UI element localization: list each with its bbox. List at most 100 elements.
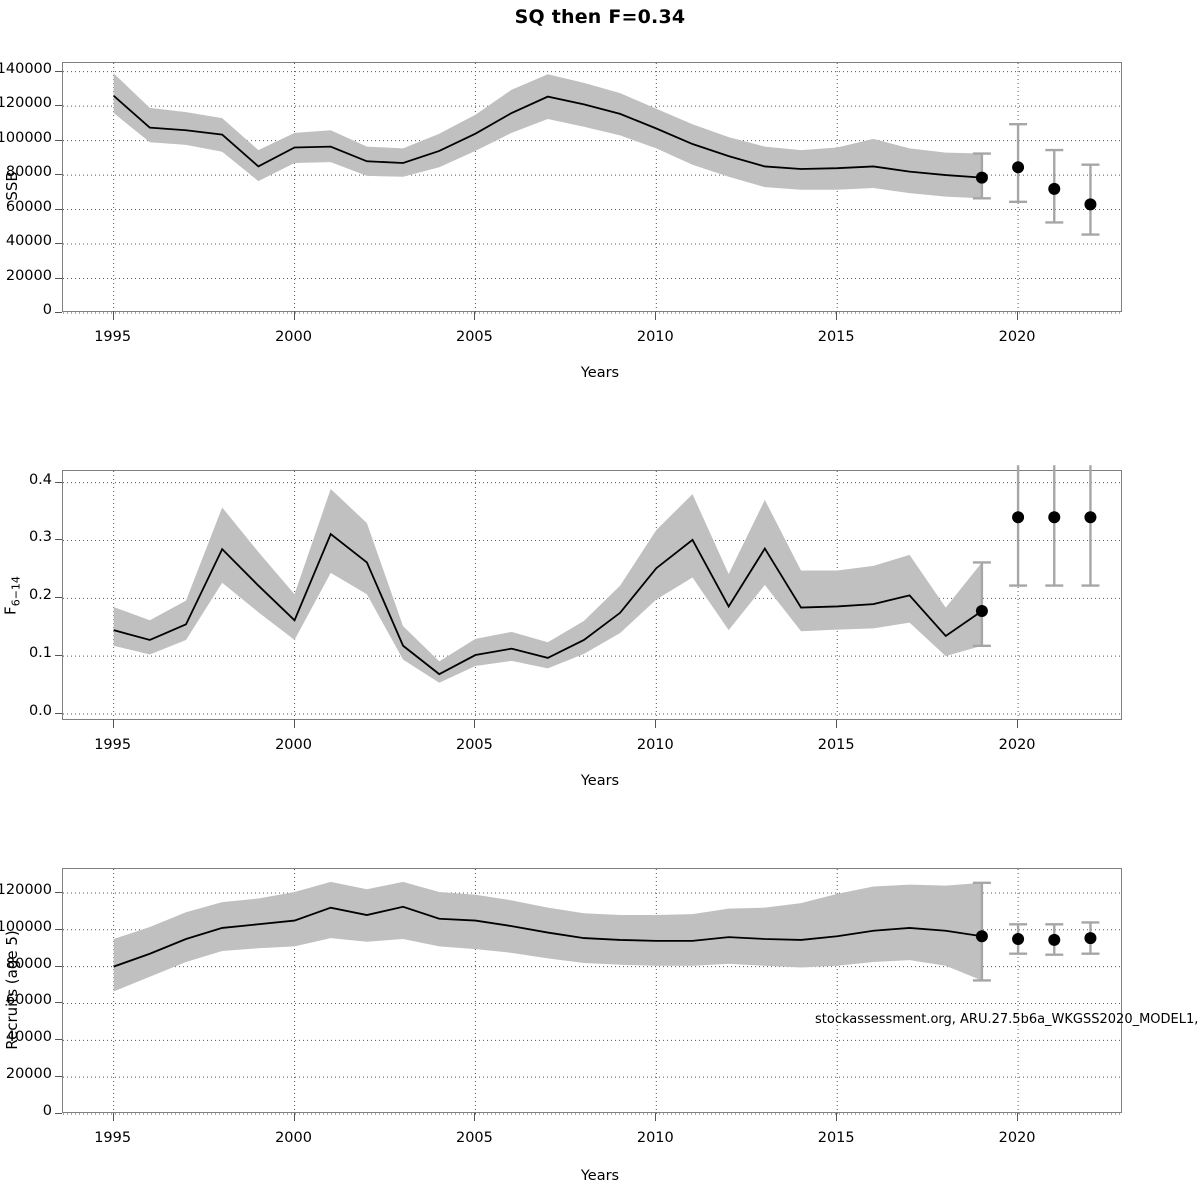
forecast-point	[975, 605, 988, 618]
x-tick-mark	[474, 720, 476, 728]
y-tick-label: 60000	[5, 198, 52, 215]
forecast-point	[1084, 511, 1097, 524]
x-axis-label: Years	[580, 365, 620, 381]
x-axis-label: Years	[580, 1168, 620, 1184]
confidence-band	[113, 73, 982, 199]
x-tick-label: 2005	[455, 329, 493, 345]
x-tick-mark	[836, 720, 838, 728]
y-tick-mark	[55, 1113, 62, 1114]
x-tick-label: 2015	[817, 1130, 855, 1146]
y-tick-label: 100000	[0, 918, 52, 935]
x-tick-mark	[1017, 312, 1019, 320]
y-tick-mark	[55, 208, 62, 210]
x-tick-mark	[293, 720, 295, 728]
x-tick-mark	[293, 312, 295, 320]
y-tick-mark	[55, 481, 62, 483]
y-tick-label: 20000	[5, 1066, 52, 1083]
plot-canvas-2	[63, 869, 1123, 1115]
forecast-point	[1012, 161, 1025, 174]
forecast-point	[1012, 511, 1025, 524]
y-tick-mark	[55, 1039, 62, 1041]
figure-title: SQ then F=0.34	[514, 6, 686, 28]
x-tick-label: 1995	[94, 737, 132, 753]
x-tick-label: 1995	[94, 329, 132, 345]
y-tick-label: 100000	[0, 129, 52, 146]
forecast-point	[1048, 933, 1061, 946]
x-tick-mark	[1017, 720, 1019, 728]
x-tick-label: 2010	[636, 329, 674, 345]
forecast-point	[975, 171, 988, 184]
plot-canvas-0	[63, 63, 1123, 314]
y-tick-label: 0.4	[28, 471, 52, 488]
y-tick-mark	[55, 965, 62, 967]
x-tick-mark	[1017, 1113, 1019, 1121]
x-axis-label: Years	[580, 773, 620, 789]
y-tick-label: 0.0	[28, 703, 52, 720]
y-tick-label: 40000	[5, 233, 52, 250]
y-tick-mark	[55, 1076, 62, 1078]
forecast-point	[975, 930, 988, 943]
x-tick-mark	[655, 1113, 657, 1121]
y-tick-label: 80000	[5, 164, 52, 181]
y-tick-label: 120000	[0, 881, 52, 898]
y-tick-mark	[55, 655, 62, 657]
confidence-band	[113, 488, 982, 683]
x-tick-label: 2020	[998, 737, 1036, 753]
plot-canvas-1	[63, 465, 1123, 721]
y-axis-label: SSB	[3, 171, 21, 201]
y-tick-mark	[55, 174, 62, 176]
x-tick-mark	[112, 1113, 114, 1121]
x-tick-mark	[474, 1113, 476, 1121]
x-tick-label: 2020	[998, 329, 1036, 345]
x-tick-mark	[836, 1113, 838, 1121]
x-tick-mark	[655, 312, 657, 320]
y-tick-mark	[55, 277, 62, 279]
y-axis-label: Recruits (age 5)	[3, 929, 21, 1050]
y-tick-label: 0.1	[28, 645, 52, 662]
y-tick-mark	[55, 891, 62, 893]
plot-area-2	[62, 868, 1123, 1115]
y-tick-mark	[55, 139, 62, 141]
forecast-point	[1048, 511, 1061, 524]
y-tick-label: 0	[42, 1103, 52, 1119]
y-tick-mark	[55, 243, 62, 245]
x-tick-mark	[474, 312, 476, 320]
x-tick-label: 1995	[94, 1130, 132, 1146]
forecast-point	[1084, 932, 1097, 945]
y-tick-mark	[55, 1002, 62, 1004]
x-tick-mark	[293, 1113, 295, 1121]
x-tick-label: 2005	[455, 1130, 493, 1146]
x-tick-label: 2000	[275, 1130, 312, 1146]
y-tick-mark	[55, 713, 62, 715]
forecast-group	[972, 123, 1100, 236]
x-tick-mark	[655, 720, 657, 728]
y-tick-label: 120000	[0, 95, 52, 112]
y-tick-label: 140000	[0, 60, 52, 77]
forecast-point	[1084, 198, 1097, 211]
y-tick-label: 80000	[5, 955, 52, 972]
x-tick-mark	[112, 312, 114, 320]
x-tick-mark	[836, 312, 838, 320]
x-tick-label: 2000	[275, 329, 312, 345]
confidence-band	[113, 881, 982, 992]
x-tick-label: 2015	[817, 329, 855, 345]
x-tick-label: 2010	[636, 737, 674, 753]
y-tick-label: 60000	[5, 992, 52, 1009]
footer-credit: stockassessment.org, ARU.27.5b6a_WKGSS20…	[815, 1012, 1200, 1027]
y-tick-mark	[55, 312, 62, 313]
y-tick-mark	[55, 539, 62, 541]
forecast-point	[1048, 182, 1061, 195]
forecast-point	[1012, 933, 1025, 945]
y-tick-label: 0.2	[28, 587, 52, 604]
y-tick-mark	[55, 70, 62, 72]
y-tick-mark	[55, 105, 62, 107]
x-tick-label: 2000	[275, 737, 312, 753]
series-line	[113, 95, 982, 179]
y-tick-label: 0.3	[28, 529, 52, 546]
plot-area-0	[62, 62, 1123, 314]
y-axis-label: F6−14	[1, 576, 23, 615]
x-tick-mark	[112, 720, 114, 728]
forecast-group	[972, 881, 1100, 982]
y-tick-mark	[55, 597, 62, 599]
